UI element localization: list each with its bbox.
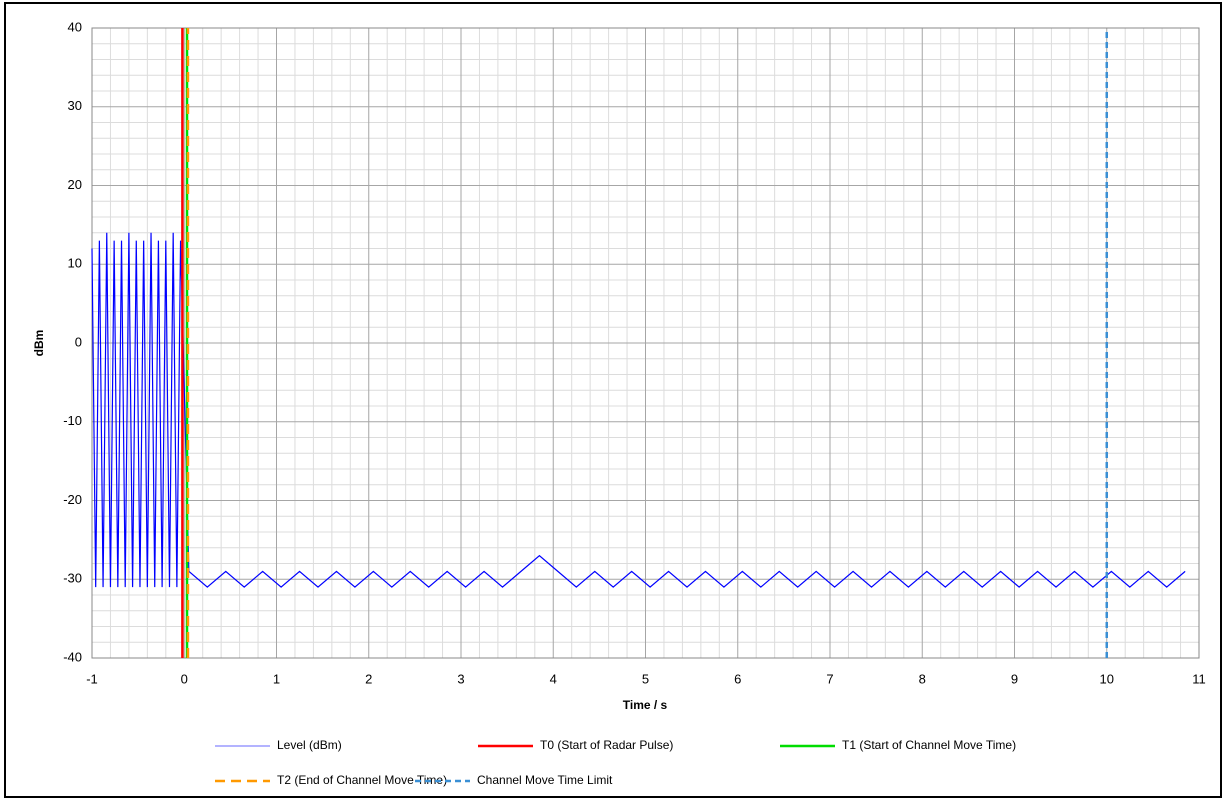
x-tick-label: 9: [1011, 671, 1018, 686]
x-tick-label: 8: [919, 671, 926, 686]
x-tick-label: 11: [1192, 671, 1206, 686]
legend-label: Level (dBm): [277, 738, 342, 752]
y-tick-label: -40: [63, 649, 82, 664]
x-axis-title: Time / s: [623, 698, 668, 712]
y-tick-label: -10: [63, 413, 82, 428]
y-tick-label: 0: [75, 334, 82, 349]
legend-label: T0 (Start of Radar Pulse): [540, 738, 673, 752]
x-tick-label: 2: [365, 671, 372, 686]
x-tick-label: 4: [550, 671, 557, 686]
y-tick-label: 30: [68, 98, 82, 113]
legend-label: Channel Move Time Limit: [477, 773, 613, 787]
x-tick-label: 7: [826, 671, 833, 686]
x-tick-label: 6: [734, 671, 741, 686]
y-tick-label: 10: [68, 256, 82, 271]
x-tick-label: 1: [273, 671, 280, 686]
legend-label: T2 (End of Channel Move Time): [277, 773, 447, 787]
y-tick-label: 40: [68, 19, 82, 34]
legend-label: T1 (Start of Channel Move Time): [842, 738, 1016, 752]
x-tick-label: 3: [457, 671, 464, 686]
y-tick-label: -30: [63, 571, 82, 586]
y-tick-label: 20: [68, 177, 82, 192]
x-tick-label: 5: [642, 671, 649, 686]
y-axis-title: dBm: [32, 330, 46, 357]
x-tick-label: -1: [86, 671, 98, 686]
y-tick-label: -20: [63, 492, 82, 507]
series-line: [91, 232, 1186, 588]
x-tick-label: 0: [181, 671, 188, 686]
plot-border: [91, 27, 1200, 659]
x-tick-label: 10: [1100, 671, 1114, 686]
